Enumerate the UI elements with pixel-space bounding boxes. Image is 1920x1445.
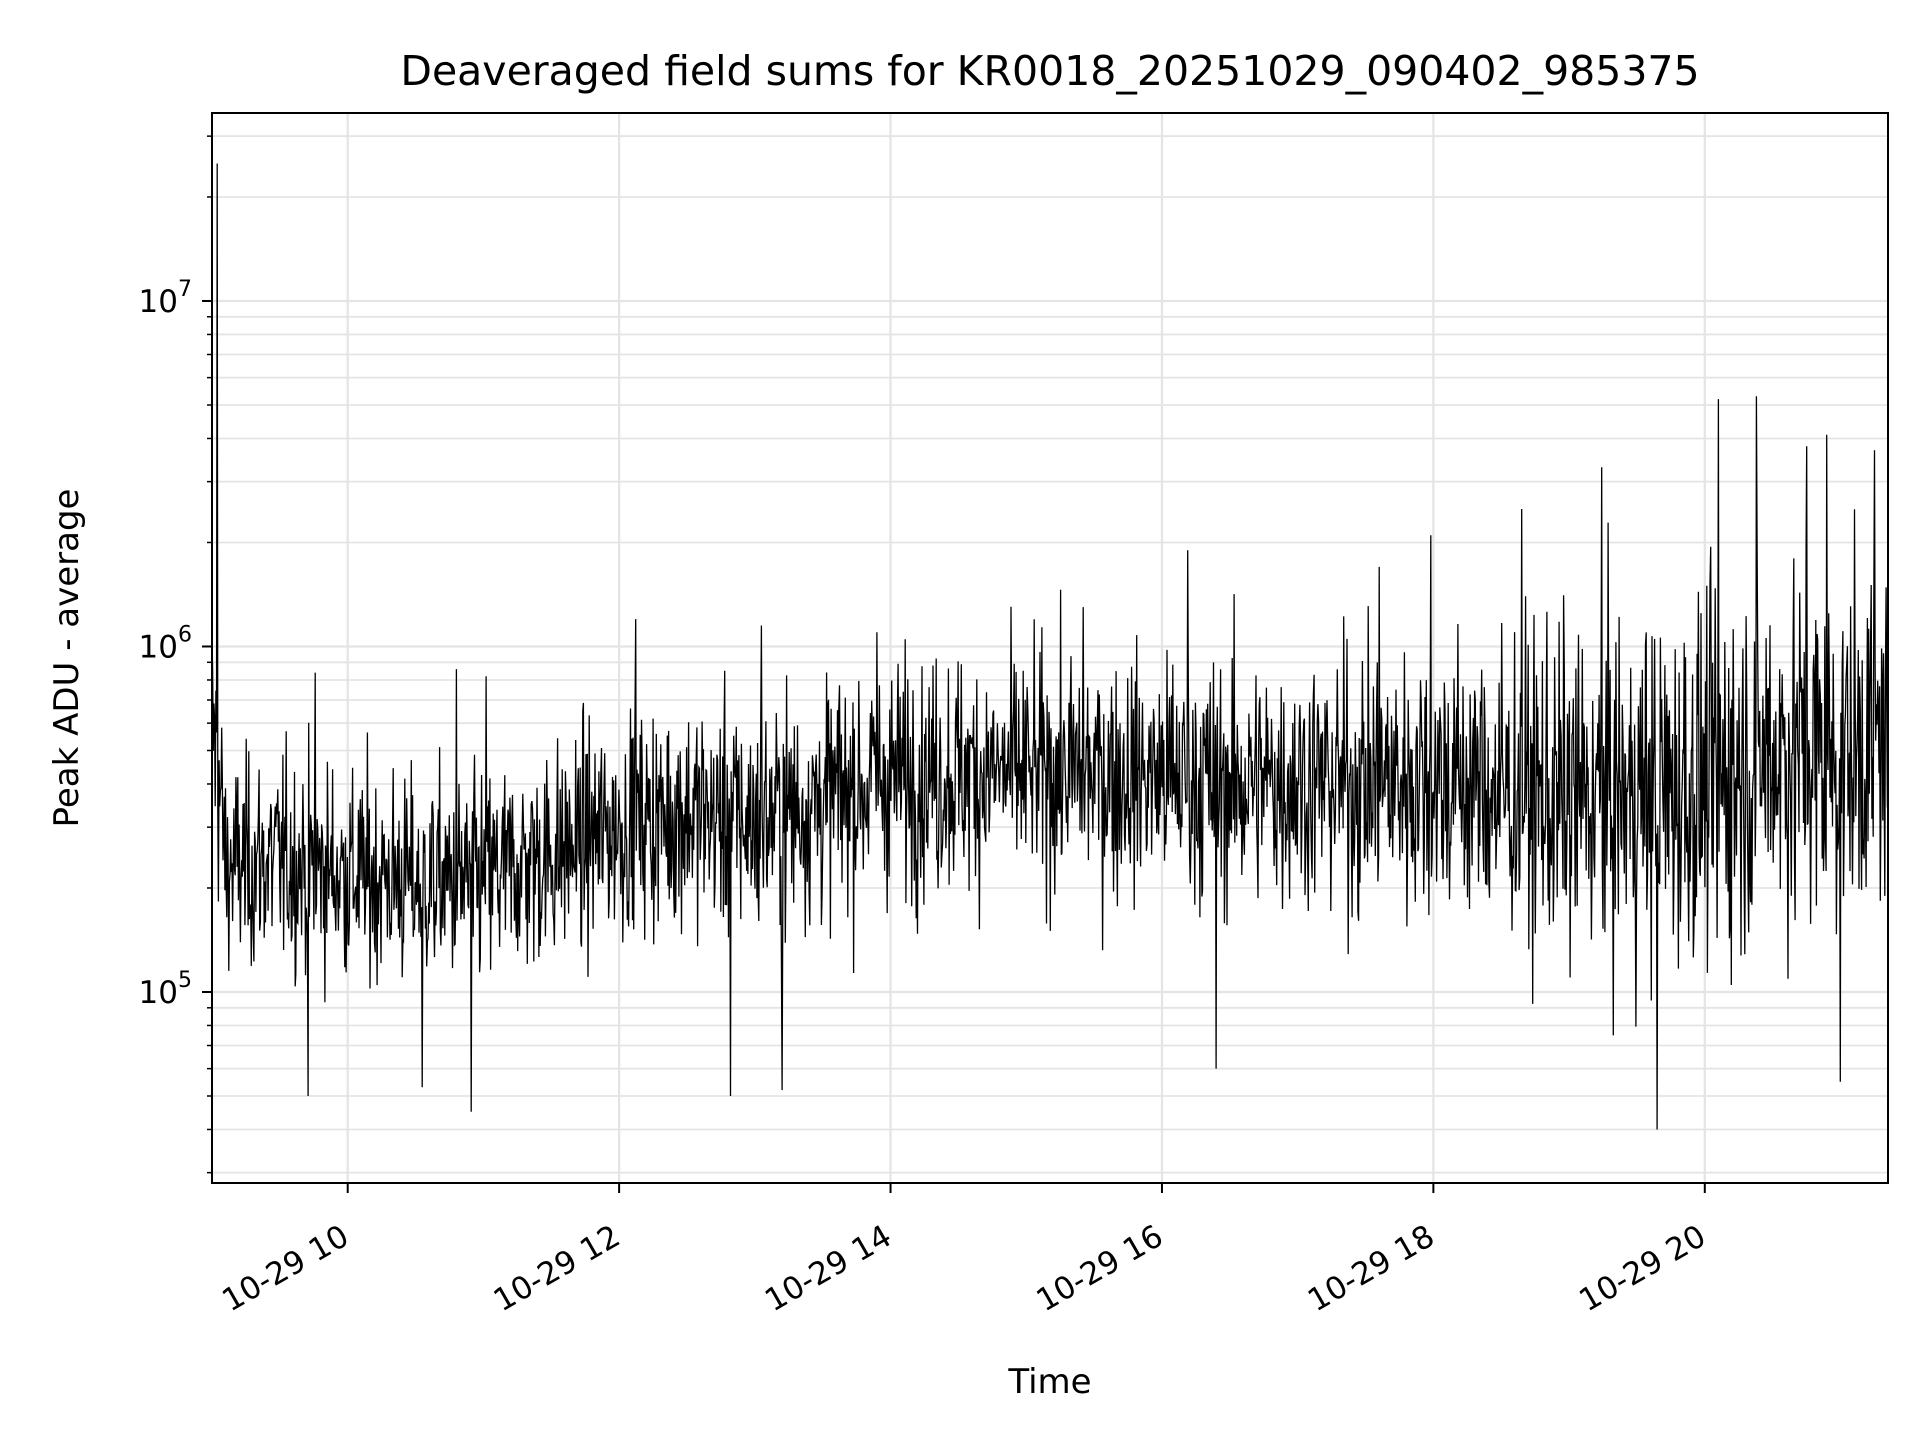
y-tick-exponent: 7 [178, 277, 192, 302]
x-axis-label: Time [1007, 1362, 1091, 1402]
y-tick-base: 10 [139, 975, 178, 1011]
y-tick-label: 106 [139, 622, 192, 665]
y-tick-base: 10 [139, 284, 178, 320]
series-line [212, 163, 1888, 1130]
plot-area-frame [211, 112, 1889, 1184]
series-layer [212, 163, 1888, 1130]
y-axis-label: Peak ADU - average [47, 489, 87, 828]
y-tick-exponent: 6 [178, 622, 192, 647]
y-tick-label: 105 [139, 968, 192, 1011]
y-tick-base: 10 [139, 629, 178, 665]
chart-title: Deaveraged field sums for KR0018_2025102… [400, 47, 1699, 95]
y-tick-label: 107 [139, 277, 192, 320]
y-tick-exponent: 5 [178, 968, 192, 993]
